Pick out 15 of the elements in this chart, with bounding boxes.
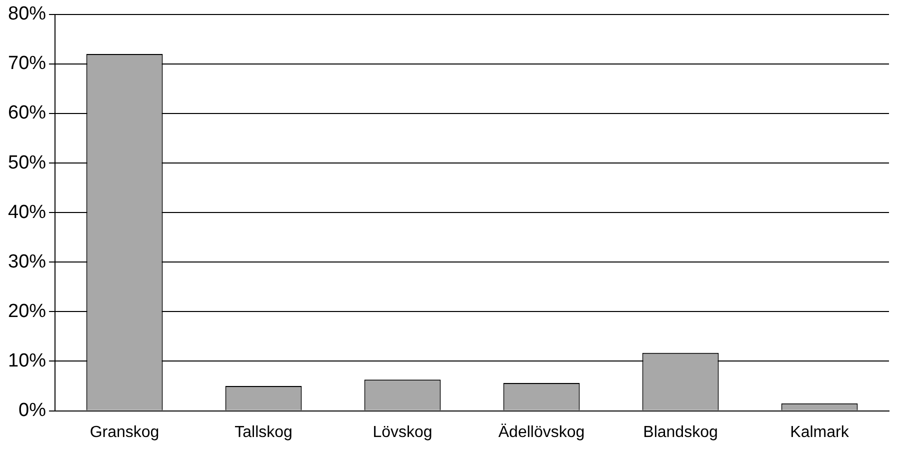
y-tick-label: 40% <box>8 202 46 223</box>
x-tick-label: Kalmark <box>790 424 850 441</box>
y-tick-label: 70% <box>8 53 46 74</box>
y-tick-label: 10% <box>8 350 46 372</box>
y-tick-label: 60% <box>8 102 46 124</box>
x-tick-label: Granskog <box>90 424 160 441</box>
y-tick-label: 30% <box>8 251 46 272</box>
y-tick-label: 80% <box>8 4 46 25</box>
y-tick-label: 20% <box>8 300 46 322</box>
x-tick-label: Blandskog <box>643 424 718 441</box>
x-tick-label: Ädellövskog <box>498 422 585 441</box>
x-tick-label: Lövskog <box>372 424 432 441</box>
y-tick-label: 0% <box>18 400 46 422</box>
y-tick-label: 50% <box>8 152 46 174</box>
x-tick-label: Tallskog <box>234 424 292 441</box>
